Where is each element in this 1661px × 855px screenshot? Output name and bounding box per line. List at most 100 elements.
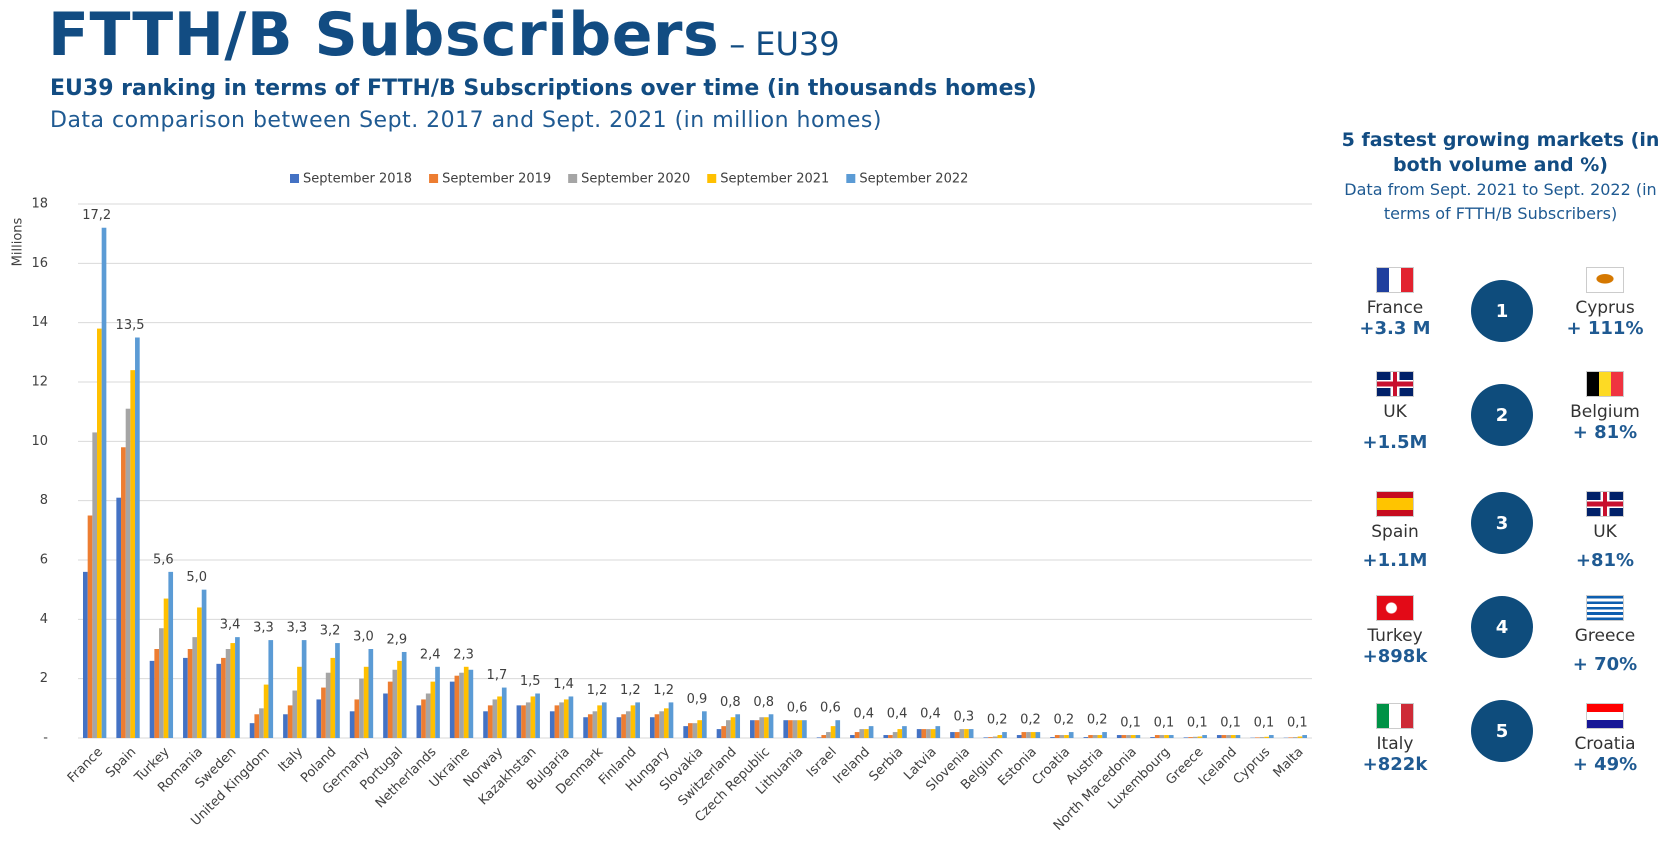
bar [1230, 735, 1236, 738]
bar [668, 702, 674, 738]
rank: 3 [1471, 492, 1533, 554]
bar [992, 736, 998, 738]
x-tick-label: Cyprus [1231, 745, 1274, 788]
bar [221, 657, 226, 738]
bar [501, 687, 507, 738]
value-label: 3,4 [220, 618, 241, 633]
bar [888, 735, 893, 738]
volume-cell: Italy +822k [1340, 704, 1450, 775]
value-label: 0,2 [987, 713, 1008, 728]
legend-swatch [707, 174, 717, 183]
bar [87, 515, 93, 738]
flag [1377, 596, 1413, 620]
x-tick-label: Iceland [1196, 745, 1240, 789]
rank-row: UK +1.5M 2 Belgium + 81% [1340, 372, 1661, 472]
value-label: 0,3 [953, 710, 974, 725]
bar [726, 720, 731, 738]
value-label: 0,6 [820, 701, 841, 716]
bar [116, 497, 122, 738]
bar [702, 711, 707, 738]
bar [1154, 735, 1160, 738]
title: FTTH/B Subscribers [48, 0, 720, 70]
legend-label: September 2022 [859, 172, 968, 187]
country: Belgium [1570, 402, 1640, 422]
bar [516, 705, 522, 738]
bar [926, 729, 931, 738]
value-label: 1,2 [653, 683, 674, 698]
bar [559, 702, 564, 738]
y-tick-label: 16 [31, 256, 48, 271]
bar [649, 717, 655, 738]
value-label: 3,3 [253, 621, 274, 636]
bar [383, 693, 388, 738]
bar [950, 732, 955, 738]
bar [1288, 737, 1293, 738]
bar [297, 666, 302, 738]
bar [1092, 735, 1098, 738]
value-label: 0,1 [1254, 716, 1275, 731]
bar [1164, 735, 1169, 738]
bar [325, 672, 331, 738]
bar [530, 696, 536, 738]
volume: +3.3 M [1359, 318, 1431, 339]
y-tick-label: 12 [31, 375, 48, 390]
percent-cell: Belgium + 81% [1550, 372, 1660, 443]
bar [1002, 732, 1007, 738]
rank: 1 [1471, 280, 1533, 342]
bar [430, 681, 436, 738]
percent-cell: UK +81% [1550, 492, 1660, 571]
bar [421, 699, 426, 738]
bar [883, 735, 889, 738]
bar [635, 702, 640, 738]
bar [816, 737, 822, 738]
bar [387, 681, 393, 738]
rank: 4 [1471, 596, 1533, 658]
bar [192, 637, 198, 738]
bar [1064, 735, 1069, 738]
bar [864, 729, 869, 738]
bar [363, 666, 369, 738]
bar [321, 687, 326, 738]
bar [568, 696, 574, 738]
bar [826, 732, 831, 738]
value-label: 13,5 [116, 318, 145, 333]
bar [1183, 737, 1189, 738]
bar [783, 720, 789, 738]
country: Spain [1371, 522, 1419, 542]
bar [735, 714, 741, 738]
legend-swatch [846, 174, 856, 183]
volume-cell: Turkey +898k [1340, 596, 1450, 667]
volume: +898k [1362, 646, 1428, 667]
legend-swatch [568, 174, 578, 183]
bar [902, 726, 907, 738]
bar [750, 720, 755, 738]
bar [821, 735, 827, 738]
bar [249, 723, 255, 738]
value-label: 0,2 [1020, 713, 1041, 728]
value-label: 1,4 [553, 677, 574, 692]
flag [1587, 492, 1623, 516]
bar [201, 589, 207, 738]
bar [1030, 732, 1036, 738]
bar [1216, 735, 1222, 738]
bar [230, 643, 236, 738]
bar [859, 729, 865, 738]
bar [1159, 735, 1165, 738]
region: EU39 [755, 25, 840, 63]
legend-label: September 2021 [720, 172, 829, 187]
bar [316, 699, 322, 738]
country: UK [1593, 522, 1617, 542]
y-tick-label: - [43, 731, 48, 746]
bar [1259, 737, 1265, 738]
flag [1377, 704, 1413, 728]
value-label: 3,0 [353, 630, 374, 645]
value-label: 17,2 [82, 208, 111, 223]
bar [1150, 737, 1155, 738]
bar [563, 699, 569, 738]
bar [697, 720, 703, 738]
bar [892, 732, 898, 738]
bar [716, 729, 722, 738]
bar [654, 714, 660, 738]
bar [1192, 736, 1198, 738]
